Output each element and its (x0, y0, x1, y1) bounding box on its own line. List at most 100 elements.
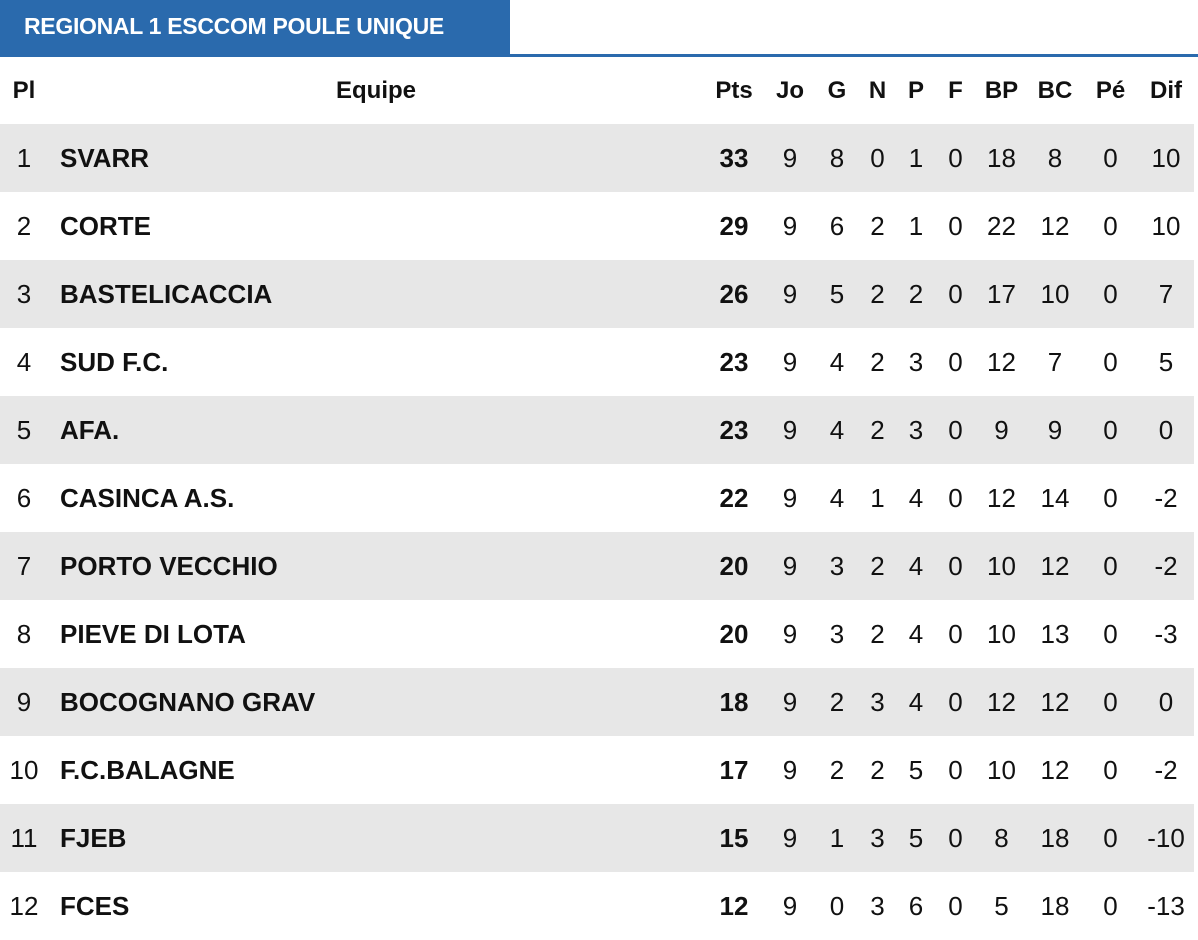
cell-penalty: 0 (1083, 804, 1138, 872)
cell-played: 9 (782, 483, 798, 513)
cell-goals-for: 9 (976, 396, 1027, 464)
cell-won: 4 (829, 483, 845, 513)
cell-goals-against: 7 (1047, 347, 1063, 377)
cell-goals-for: 18 (976, 124, 1027, 192)
cell-points: 12 (719, 891, 749, 921)
header-goal-diff: Dif (1150, 77, 1182, 104)
cell-goal-diff: -3 (1154, 619, 1178, 649)
cell-penalty: 0 (1083, 668, 1138, 736)
cell-goals-for: 10 (976, 532, 1027, 600)
header-forfeit: F (948, 77, 963, 104)
cell-won: 3 (829, 619, 845, 649)
cell-goals-for: 12 (987, 483, 1016, 513)
cell-rank: 9 (0, 668, 48, 736)
header-team: Equipe (335, 77, 416, 104)
cell-lost: 4 (908, 483, 924, 513)
cell-goals-against: 12 (1027, 532, 1083, 600)
cell-penalty: 0 (1083, 396, 1138, 464)
cell-goals-against: 18 (1027, 804, 1083, 872)
cell-played: 9 (782, 211, 798, 241)
cell-points: 29 (719, 211, 749, 241)
cell-lost: 1 (908, 211, 924, 241)
cell-goals-against: 12 (1040, 755, 1070, 785)
cell-points: 26 (704, 260, 764, 328)
cell-forfeit: 0 (935, 668, 976, 736)
cell-played: 9 (782, 755, 798, 785)
cell-goal-diff: 10 (1151, 211, 1181, 241)
cell-goals-against: 10 (1027, 260, 1083, 328)
cell-played: 9 (764, 260, 816, 328)
cell-lost: 5 (897, 804, 935, 872)
cell-team: BOCOGNANO GRAV (48, 668, 704, 736)
cell-goals-against: 12 (1027, 668, 1083, 736)
cell-forfeit: 0 (948, 891, 963, 921)
cell-goal-diff: 7 (1138, 260, 1194, 328)
header-goals-for: BP (984, 77, 1019, 104)
cell-played: 9 (764, 668, 816, 736)
cell-points: 18 (704, 668, 764, 736)
cell-won: 4 (829, 347, 845, 377)
cell-rank: 4 (16, 347, 32, 377)
cell-drawn: 3 (870, 891, 885, 921)
cell-team: F.C.BALAGNE (60, 755, 235, 785)
header-penalty: Pé (1095, 77, 1126, 104)
cell-goal-diff: 0 (1138, 396, 1194, 464)
cell-team: FCES (60, 891, 130, 921)
cell-forfeit: 0 (935, 804, 976, 872)
cell-goals-for: 12 (987, 347, 1016, 377)
cell-team: CORTE (60, 211, 151, 241)
cell-lost: 4 (897, 532, 935, 600)
cell-goal-diff: -13 (1147, 891, 1185, 921)
cell-played: 9 (782, 347, 798, 377)
cell-penalty: 0 (1103, 619, 1118, 649)
cell-played: 9 (782, 619, 798, 649)
standings-table: Pl Equipe Pts Jo G N P F BP BC Pé Dif 1 SVARR 33 9 8 0 1 0 1… (0, 57, 1198, 940)
cell-team: PORTO VECCHIO (48, 532, 704, 600)
cell-rank: 2 (16, 211, 32, 241)
cell-rank: 1 (0, 124, 48, 192)
cell-points: 20 (704, 532, 764, 600)
cell-goal-diff: 5 (1158, 347, 1174, 377)
cell-drawn: 2 (870, 619, 885, 649)
cell-penalty: 0 (1103, 891, 1118, 921)
cell-points: 22 (719, 483, 749, 513)
cell-goals-against: 13 (1040, 619, 1070, 649)
cell-points: 33 (704, 124, 764, 192)
cell-team: SUD F.C. (60, 347, 169, 377)
cell-drawn: 2 (858, 260, 897, 328)
header-drawn: N (868, 77, 887, 104)
cell-won: 2 (816, 668, 858, 736)
cell-goals-for: 12 (976, 668, 1027, 736)
cell-goals-for: 10 (987, 755, 1016, 785)
cell-won: 3 (816, 532, 858, 600)
cell-played: 9 (764, 804, 816, 872)
cell-rank: 10 (9, 755, 39, 785)
cell-goal-diff: -2 (1154, 755, 1178, 785)
cell-goal-diff: -10 (1138, 804, 1194, 872)
cell-forfeit: 0 (935, 124, 976, 192)
cell-played: 9 (764, 124, 816, 192)
cell-lost: 3 (908, 347, 924, 377)
header-won: G (827, 77, 847, 104)
cell-team: AFA. (48, 396, 704, 464)
cell-lost: 3 (897, 396, 935, 464)
cell-won: 8 (816, 124, 858, 192)
cell-forfeit: 0 (948, 347, 963, 377)
cell-points: 23 (704, 396, 764, 464)
cell-rank: 3 (0, 260, 48, 328)
cell-goal-diff: -2 (1138, 532, 1194, 600)
cell-points: 20 (719, 619, 749, 649)
cell-penalty: 0 (1083, 124, 1138, 192)
cell-rank: 7 (0, 532, 48, 600)
cell-drawn: 1 (870, 483, 885, 513)
cell-goals-for: 10 (987, 619, 1016, 649)
cell-rank: 11 (0, 804, 48, 872)
header-points: Pts (715, 77, 753, 104)
cell-won: 0 (829, 891, 845, 921)
cell-goals-against: 8 (1027, 124, 1083, 192)
cell-drawn: 2 (870, 211, 885, 241)
cell-goals-for: 8 (976, 804, 1027, 872)
cell-team: PIEVE DI LOTA (60, 619, 246, 649)
cell-played: 9 (764, 532, 816, 600)
cell-won: 4 (816, 396, 858, 464)
